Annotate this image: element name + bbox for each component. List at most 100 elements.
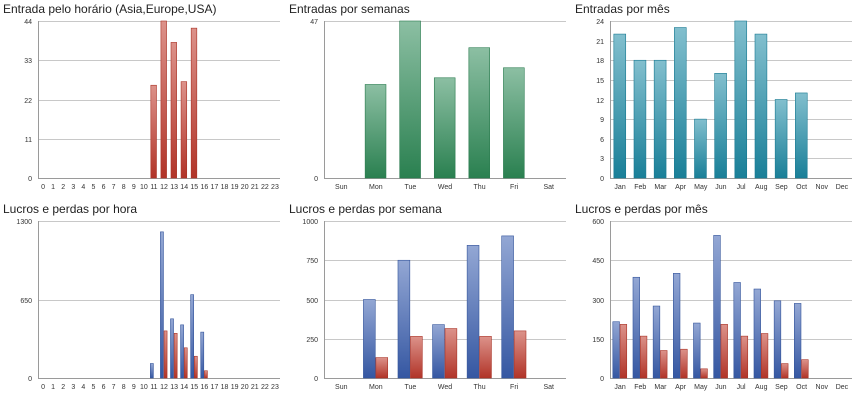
x-tick-label: 10 (140, 384, 148, 391)
bar (433, 77, 456, 179)
y-tick-label: 650 (20, 298, 32, 305)
x-tick-label: 4 (81, 384, 85, 391)
bar (180, 81, 188, 179)
x-tick-label: 0 (41, 384, 45, 391)
chart-title: Entradas por mês (575, 2, 670, 16)
x-tick-label: Sat (543, 384, 554, 391)
chart-title: Lucros e perdas por hora (3, 202, 137, 216)
x-tick-label: 12 (160, 184, 168, 191)
x-tick-label: Jul (737, 184, 746, 191)
x-tick-label: 23 (271, 184, 279, 191)
x-tick-label: 4 (81, 184, 85, 191)
bar (150, 363, 154, 379)
bar (190, 294, 194, 379)
bar (163, 330, 168, 379)
bar (673, 273, 681, 379)
chart-svg: Lucros e perdas por semana 0 250 500 750 1000… (289, 202, 566, 391)
x-tick-label: Jun (715, 384, 726, 391)
x-tick-label: 3 (71, 384, 75, 391)
x-tick-label: May (694, 184, 708, 191)
x-tick-label: 20 (241, 184, 249, 191)
y-tick-label: 3 (600, 156, 604, 163)
x-tick-label: Sun (335, 384, 348, 391)
y-tick-label: 0 (28, 376, 32, 383)
bar (619, 324, 628, 379)
x-tick-label: Sat (543, 184, 554, 191)
x-tick-label: Dec (836, 384, 849, 391)
y-tick-label: 24 (596, 19, 604, 26)
x-tick-label: 7 (112, 184, 116, 191)
x-tick-label: Wed (438, 384, 452, 391)
x-tick-label: 16 (200, 384, 208, 391)
bar (204, 370, 208, 379)
chart-profit-loss-by-week: Lucros e perdas por semana 0 250 500 750 1000… (286, 200, 572, 400)
x-tick-label: May (694, 384, 708, 391)
y-tick-label: 500 (306, 298, 318, 305)
bar (613, 33, 627, 179)
y-tick-label: 0 (314, 376, 318, 383)
bar (479, 336, 492, 379)
bar (760, 333, 769, 379)
y-tick-label: 47 (310, 19, 318, 26)
bar (734, 20, 748, 179)
x-tick-label: 23 (271, 384, 279, 391)
bar (180, 324, 184, 379)
y-tick-label: 44 (24, 19, 32, 26)
bar (363, 299, 376, 379)
x-tick-label: Jan (614, 184, 625, 191)
chart-entries-by-week: Entradas por semanas 0 47 Sun Mon Tue Wed Thu Fr… (286, 0, 572, 200)
x-tick-label: Nov (816, 384, 829, 391)
y-tick-label: 1300 (16, 219, 32, 226)
x-tick-label: 14 (180, 384, 188, 391)
x-tick-label: 8 (122, 184, 126, 191)
x-tick-label: 22 (261, 384, 269, 391)
x-tick-label: 18 (221, 184, 229, 191)
bar (740, 335, 749, 379)
x-tick-label: 5 (92, 184, 96, 191)
bar (501, 235, 514, 379)
chart-svg: Entrada pelo horário (Asia,Europe,USA)01… (3, 2, 280, 191)
x-tick-label: Jan (614, 384, 625, 391)
x-tick-label: 21 (251, 184, 259, 191)
bar (160, 20, 167, 179)
x-tick-label: Oct (796, 384, 807, 391)
y-tick-label: 0 (600, 376, 604, 383)
bar (801, 359, 809, 379)
bar (700, 368, 708, 379)
chart-svg: Entradas por semanas 0 47 Sun Mon Tue Wed Thu Fr… (289, 2, 566, 191)
bar (660, 350, 668, 379)
y-tick-label: 15 (596, 78, 604, 85)
chart-title: Entrada pelo horário (Asia,Europe,USA) (3, 2, 216, 16)
x-tick-label: 16 (200, 184, 208, 191)
x-tick-label: 14 (180, 184, 188, 191)
bar (781, 363, 789, 379)
chart-entries-by-hour: Entrada pelo horário (Asia,Europe,USA) 0 1… (0, 0, 286, 200)
chart-profit-loss-by-hour: Lucros e perdas por hora 0 650 1300 0 1 2 3 4 5 6 7… (0, 200, 286, 400)
x-tick-label: 19 (231, 384, 239, 391)
y-tick-label: 21 (596, 39, 604, 46)
y-tick-label: 1000 (302, 219, 318, 226)
x-tick-label: 15 (190, 384, 198, 391)
x-tick-label: 11 (150, 384, 157, 391)
bar (503, 67, 525, 179)
bar (632, 276, 640, 379)
x-tick-label: Thu (474, 184, 486, 191)
chart-entries-by-month: Entradas por mês 0 3 6 9 12 15 18 21 24 Jan Feb Mar A… (572, 0, 858, 200)
x-tick-label: Sep (775, 184, 788, 191)
bar (432, 324, 445, 379)
x-tick-label: 10 (140, 184, 148, 191)
bar (160, 231, 164, 379)
x-tick-label: Oct (796, 184, 807, 191)
bar (633, 59, 647, 179)
x-tick-label: 2 (61, 384, 65, 391)
x-tick-label: 9 (132, 384, 136, 391)
bar (193, 355, 198, 379)
x-tick-label: Wed (438, 184, 452, 191)
x-tick-label: 21 (251, 384, 259, 391)
x-tick-label: 18 (221, 384, 229, 391)
bar (612, 321, 620, 379)
bar (713, 235, 721, 379)
x-tick-label: 17 (211, 184, 219, 191)
x-tick-label: Thu (474, 384, 486, 391)
